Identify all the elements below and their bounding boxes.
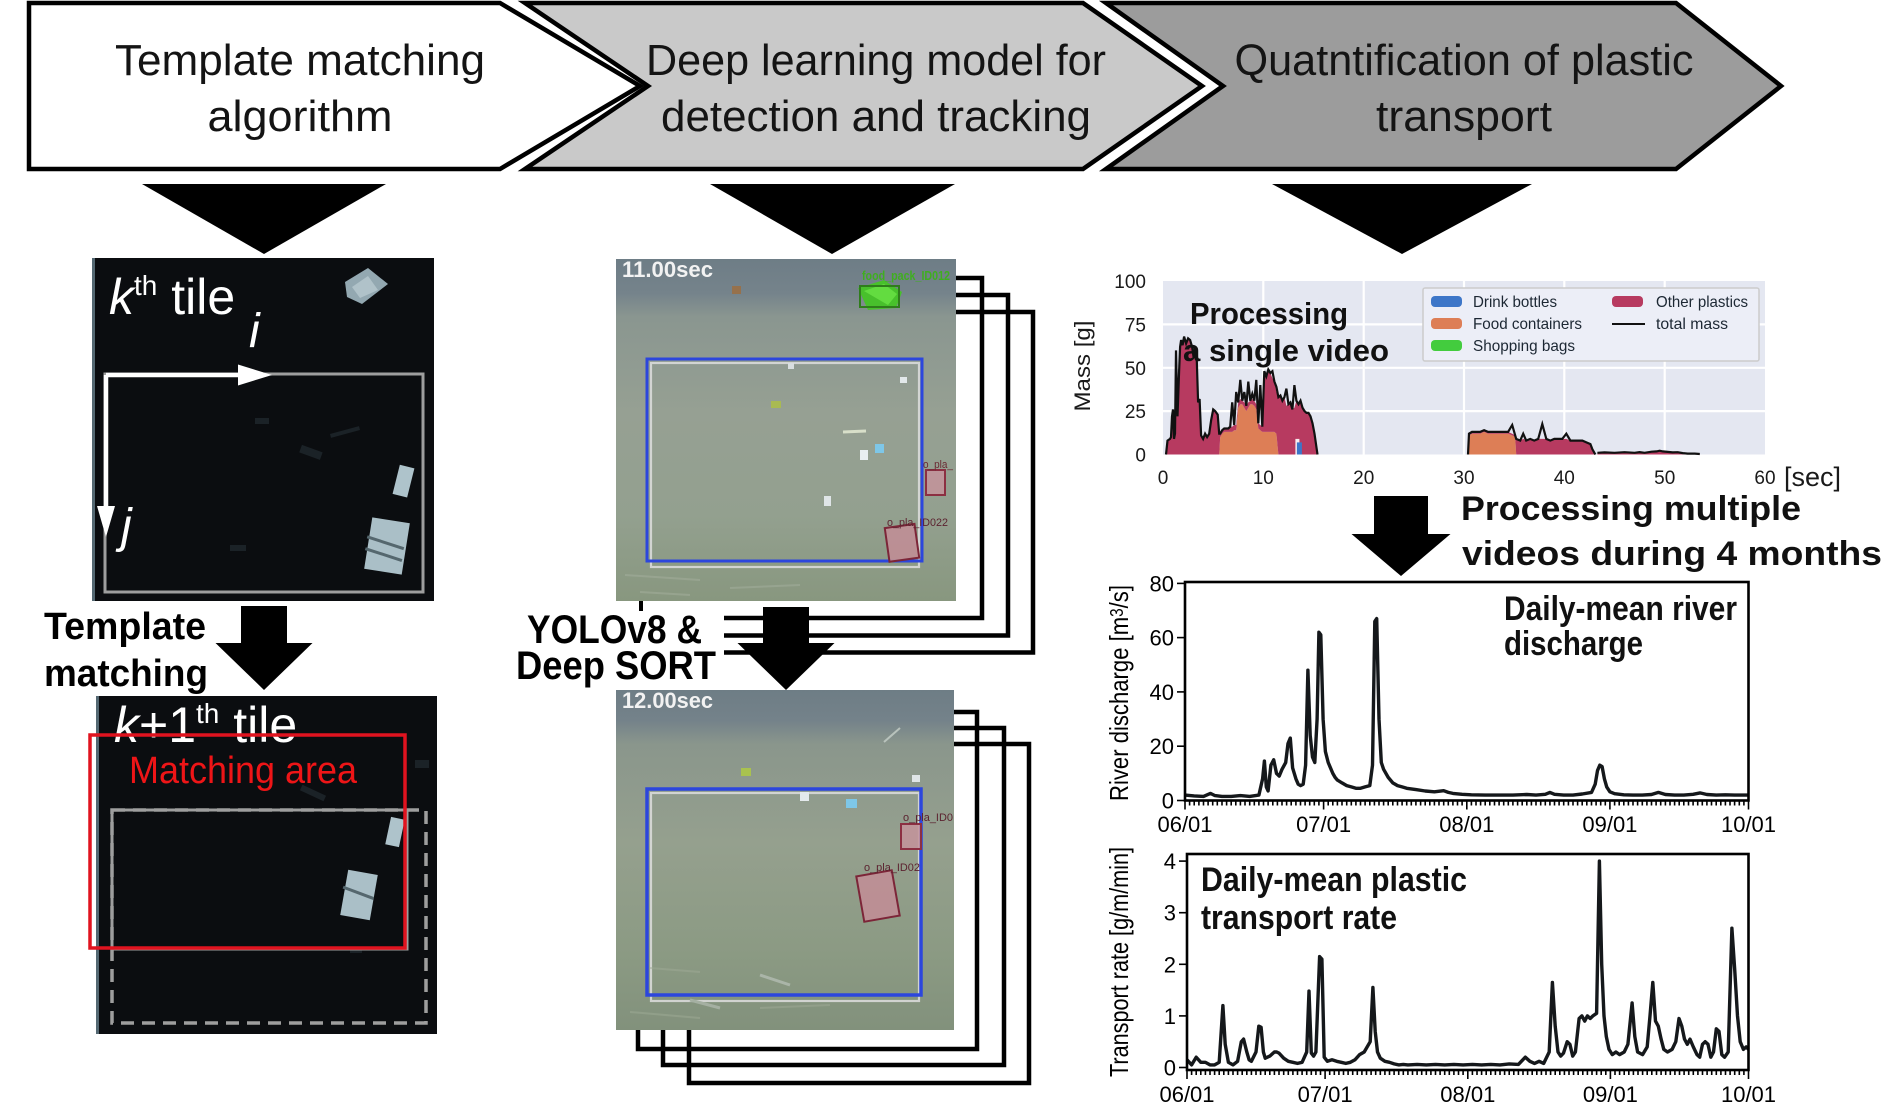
svg-text:o_pla_ID02: o_pla_ID02 <box>864 862 920 874</box>
svg-text:3: 3 <box>1164 901 1176 926</box>
svg-text:kth tile: kth tile <box>109 269 235 325</box>
svg-text:50: 50 <box>1654 468 1675 489</box>
svg-text:Processing: Processing <box>1190 296 1348 331</box>
svg-text:100: 100 <box>1114 272 1146 293</box>
svg-text:Food containers: Food containers <box>1473 316 1582 333</box>
svg-text:10: 10 <box>1253 468 1274 489</box>
svg-text:2: 2 <box>1164 952 1176 977</box>
svg-text:07/01: 07/01 <box>1296 812 1351 837</box>
svg-text:10/01: 10/01 <box>1721 1082 1776 1107</box>
svg-text:60: 60 <box>1150 626 1174 651</box>
svg-text:o_pla_ID0: o_pla_ID0 <box>903 812 953 824</box>
svg-text:Mass [g]: Mass [g] <box>1070 321 1095 412</box>
svg-text:algorithm: algorithm <box>208 92 393 141</box>
svg-text:Drink bottles: Drink bottles <box>1473 294 1557 311</box>
svg-text:07/01: 07/01 <box>1298 1082 1353 1107</box>
svg-text:transport rate: transport rate <box>1201 899 1397 937</box>
svg-text:06/01: 06/01 <box>1157 812 1212 837</box>
svg-text:total mass: total mass <box>1656 316 1728 333</box>
svg-text:transport: transport <box>1376 92 1552 141</box>
svg-text:11.00sec: 11.00sec <box>622 257 713 282</box>
svg-text:60: 60 <box>1754 468 1775 489</box>
svg-text:40: 40 <box>1150 680 1174 705</box>
svg-text:10/01: 10/01 <box>1721 812 1776 837</box>
svg-text:12.00sec: 12.00sec <box>622 688 713 713</box>
svg-text:06/01: 06/01 <box>1159 1082 1214 1107</box>
svg-text:0: 0 <box>1162 789 1174 814</box>
svg-text:0: 0 <box>1164 1056 1176 1081</box>
svg-text:o_pla_ID022: o_pla_ID022 <box>887 517 948 529</box>
svg-text:matching: matching <box>44 653 208 695</box>
svg-text:40: 40 <box>1554 468 1575 489</box>
svg-text:Processing multiple: Processing multiple <box>1461 490 1801 528</box>
svg-text:o_pla_: o_pla_ <box>923 459 954 471</box>
svg-text:Daily-mean river: Daily-mean river <box>1504 590 1737 628</box>
svg-text:YOLOv8 &: YOLOv8 & <box>527 608 702 652</box>
svg-text:k+1th tile: k+1th tile <box>114 697 297 753</box>
svg-text:08/01: 08/01 <box>1439 812 1494 837</box>
svg-text:Quatntification of plastic: Quatntification of plastic <box>1235 36 1694 85</box>
svg-text:Daily-mean plastic: Daily-mean plastic <box>1201 861 1467 899</box>
svg-text:50: 50 <box>1125 359 1146 380</box>
svg-text:Deep learning model for: Deep learning model for <box>646 36 1106 85</box>
svg-text:videos during 4 months: videos during 4 months <box>1462 535 1882 573</box>
svg-text:detection and tracking: detection and tracking <box>661 92 1091 141</box>
svg-text:a single video: a single video <box>1183 333 1389 368</box>
svg-text:20: 20 <box>1150 734 1174 759</box>
svg-text:08/01: 08/01 <box>1440 1082 1495 1107</box>
svg-text:25: 25 <box>1125 402 1146 423</box>
svg-text:[sec]: [sec] <box>1784 462 1841 492</box>
svg-text:River discharge [m3/s]: River discharge [m3/s] <box>1104 585 1134 801</box>
svg-text:discharge: discharge <box>1504 625 1643 663</box>
svg-text:i: i <box>249 305 261 358</box>
svg-text:4: 4 <box>1164 849 1176 874</box>
svg-text:food_pack_ID012: food_pack_ID012 <box>862 268 950 283</box>
svg-text:Template: Template <box>44 606 206 648</box>
svg-text:Other plastics: Other plastics <box>1656 294 1748 311</box>
svg-text:30: 30 <box>1453 468 1474 489</box>
svg-text:09/01: 09/01 <box>1583 1082 1638 1107</box>
svg-text:Transport rate [g/m/min]: Transport rate [g/m/min] <box>1104 847 1134 1077</box>
svg-text:20: 20 <box>1353 468 1374 489</box>
svg-text:Template matching: Template matching <box>115 36 485 85</box>
svg-text:Deep SORT: Deep SORT <box>516 644 716 688</box>
svg-text:80: 80 <box>1150 571 1174 596</box>
svg-text:09/01: 09/01 <box>1582 812 1637 837</box>
svg-text:0: 0 <box>1135 446 1146 467</box>
svg-text:Shopping bags: Shopping bags <box>1473 338 1575 355</box>
svg-text:0: 0 <box>1158 468 1169 489</box>
svg-text:1: 1 <box>1164 1004 1176 1029</box>
svg-text:Matching area: Matching area <box>129 750 358 792</box>
svg-text:75: 75 <box>1125 315 1146 336</box>
